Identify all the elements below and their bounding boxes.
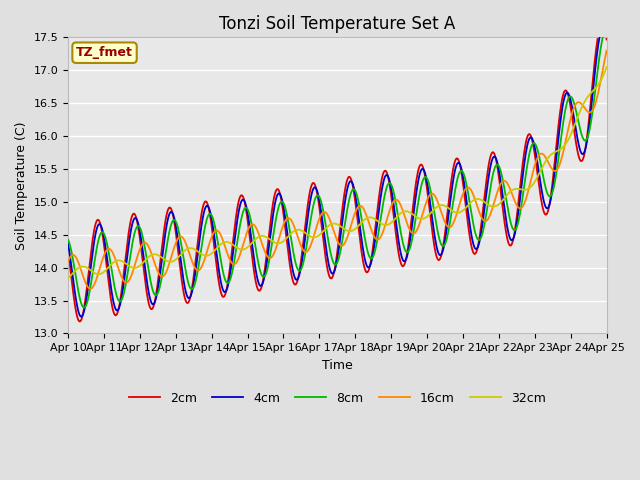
8cm (64, 237, 72, 243)
Y-axis label: Soil Temperature (C): Soil Temperature (C) (15, 121, 28, 250)
16cm (419, 210, 427, 216)
Title: Tonzi Soil Temperature Set A: Tonzi Soil Temperature Set A (219, 15, 456, 33)
2cm (64, 248, 72, 253)
Text: TZ_fmet: TZ_fmet (76, 46, 133, 59)
X-axis label: Time: Time (322, 359, 353, 372)
4cm (603, 30, 611, 36)
4cm (185, 295, 193, 301)
2cm (603, 36, 611, 42)
8cm (185, 281, 193, 287)
Line: 4cm: 4cm (68, 27, 607, 317)
4cm (64, 240, 72, 246)
Line: 32cm: 32cm (68, 67, 607, 278)
4cm (403, 252, 411, 258)
2cm (419, 165, 427, 170)
8cm (603, 26, 611, 32)
8cm (74, 285, 82, 291)
2cm (185, 299, 193, 305)
Line: 8cm: 8cm (68, 29, 607, 308)
4cm (130, 216, 138, 222)
2cm (130, 211, 138, 216)
16cm (403, 221, 411, 227)
4cm (74, 306, 82, 312)
16cm (185, 248, 193, 254)
4cm (77, 314, 85, 320)
2cm (213, 267, 221, 273)
32cm (419, 216, 426, 222)
8cm (80, 305, 88, 311)
4cm (600, 24, 607, 30)
16cm (130, 265, 138, 271)
16cm (86, 286, 94, 292)
32cm (603, 64, 611, 70)
8cm (130, 233, 138, 239)
16cm (64, 259, 72, 264)
8cm (213, 235, 221, 241)
8cm (403, 250, 411, 255)
4cm (213, 255, 221, 261)
16cm (213, 228, 221, 233)
16cm (74, 258, 82, 264)
4cm (419, 166, 427, 172)
16cm (603, 48, 611, 53)
Line: 2cm: 2cm (68, 25, 607, 322)
2cm (76, 319, 84, 324)
32cm (64, 275, 72, 281)
32cm (129, 265, 137, 271)
2cm (403, 249, 411, 255)
2cm (74, 316, 82, 322)
2cm (598, 23, 606, 28)
32cm (403, 208, 410, 214)
32cm (212, 246, 220, 252)
32cm (74, 265, 82, 271)
8cm (419, 177, 427, 183)
Line: 16cm: 16cm (68, 50, 607, 289)
32cm (184, 246, 192, 252)
Legend: 2cm, 4cm, 8cm, 16cm, 32cm: 2cm, 4cm, 8cm, 16cm, 32cm (124, 387, 551, 410)
